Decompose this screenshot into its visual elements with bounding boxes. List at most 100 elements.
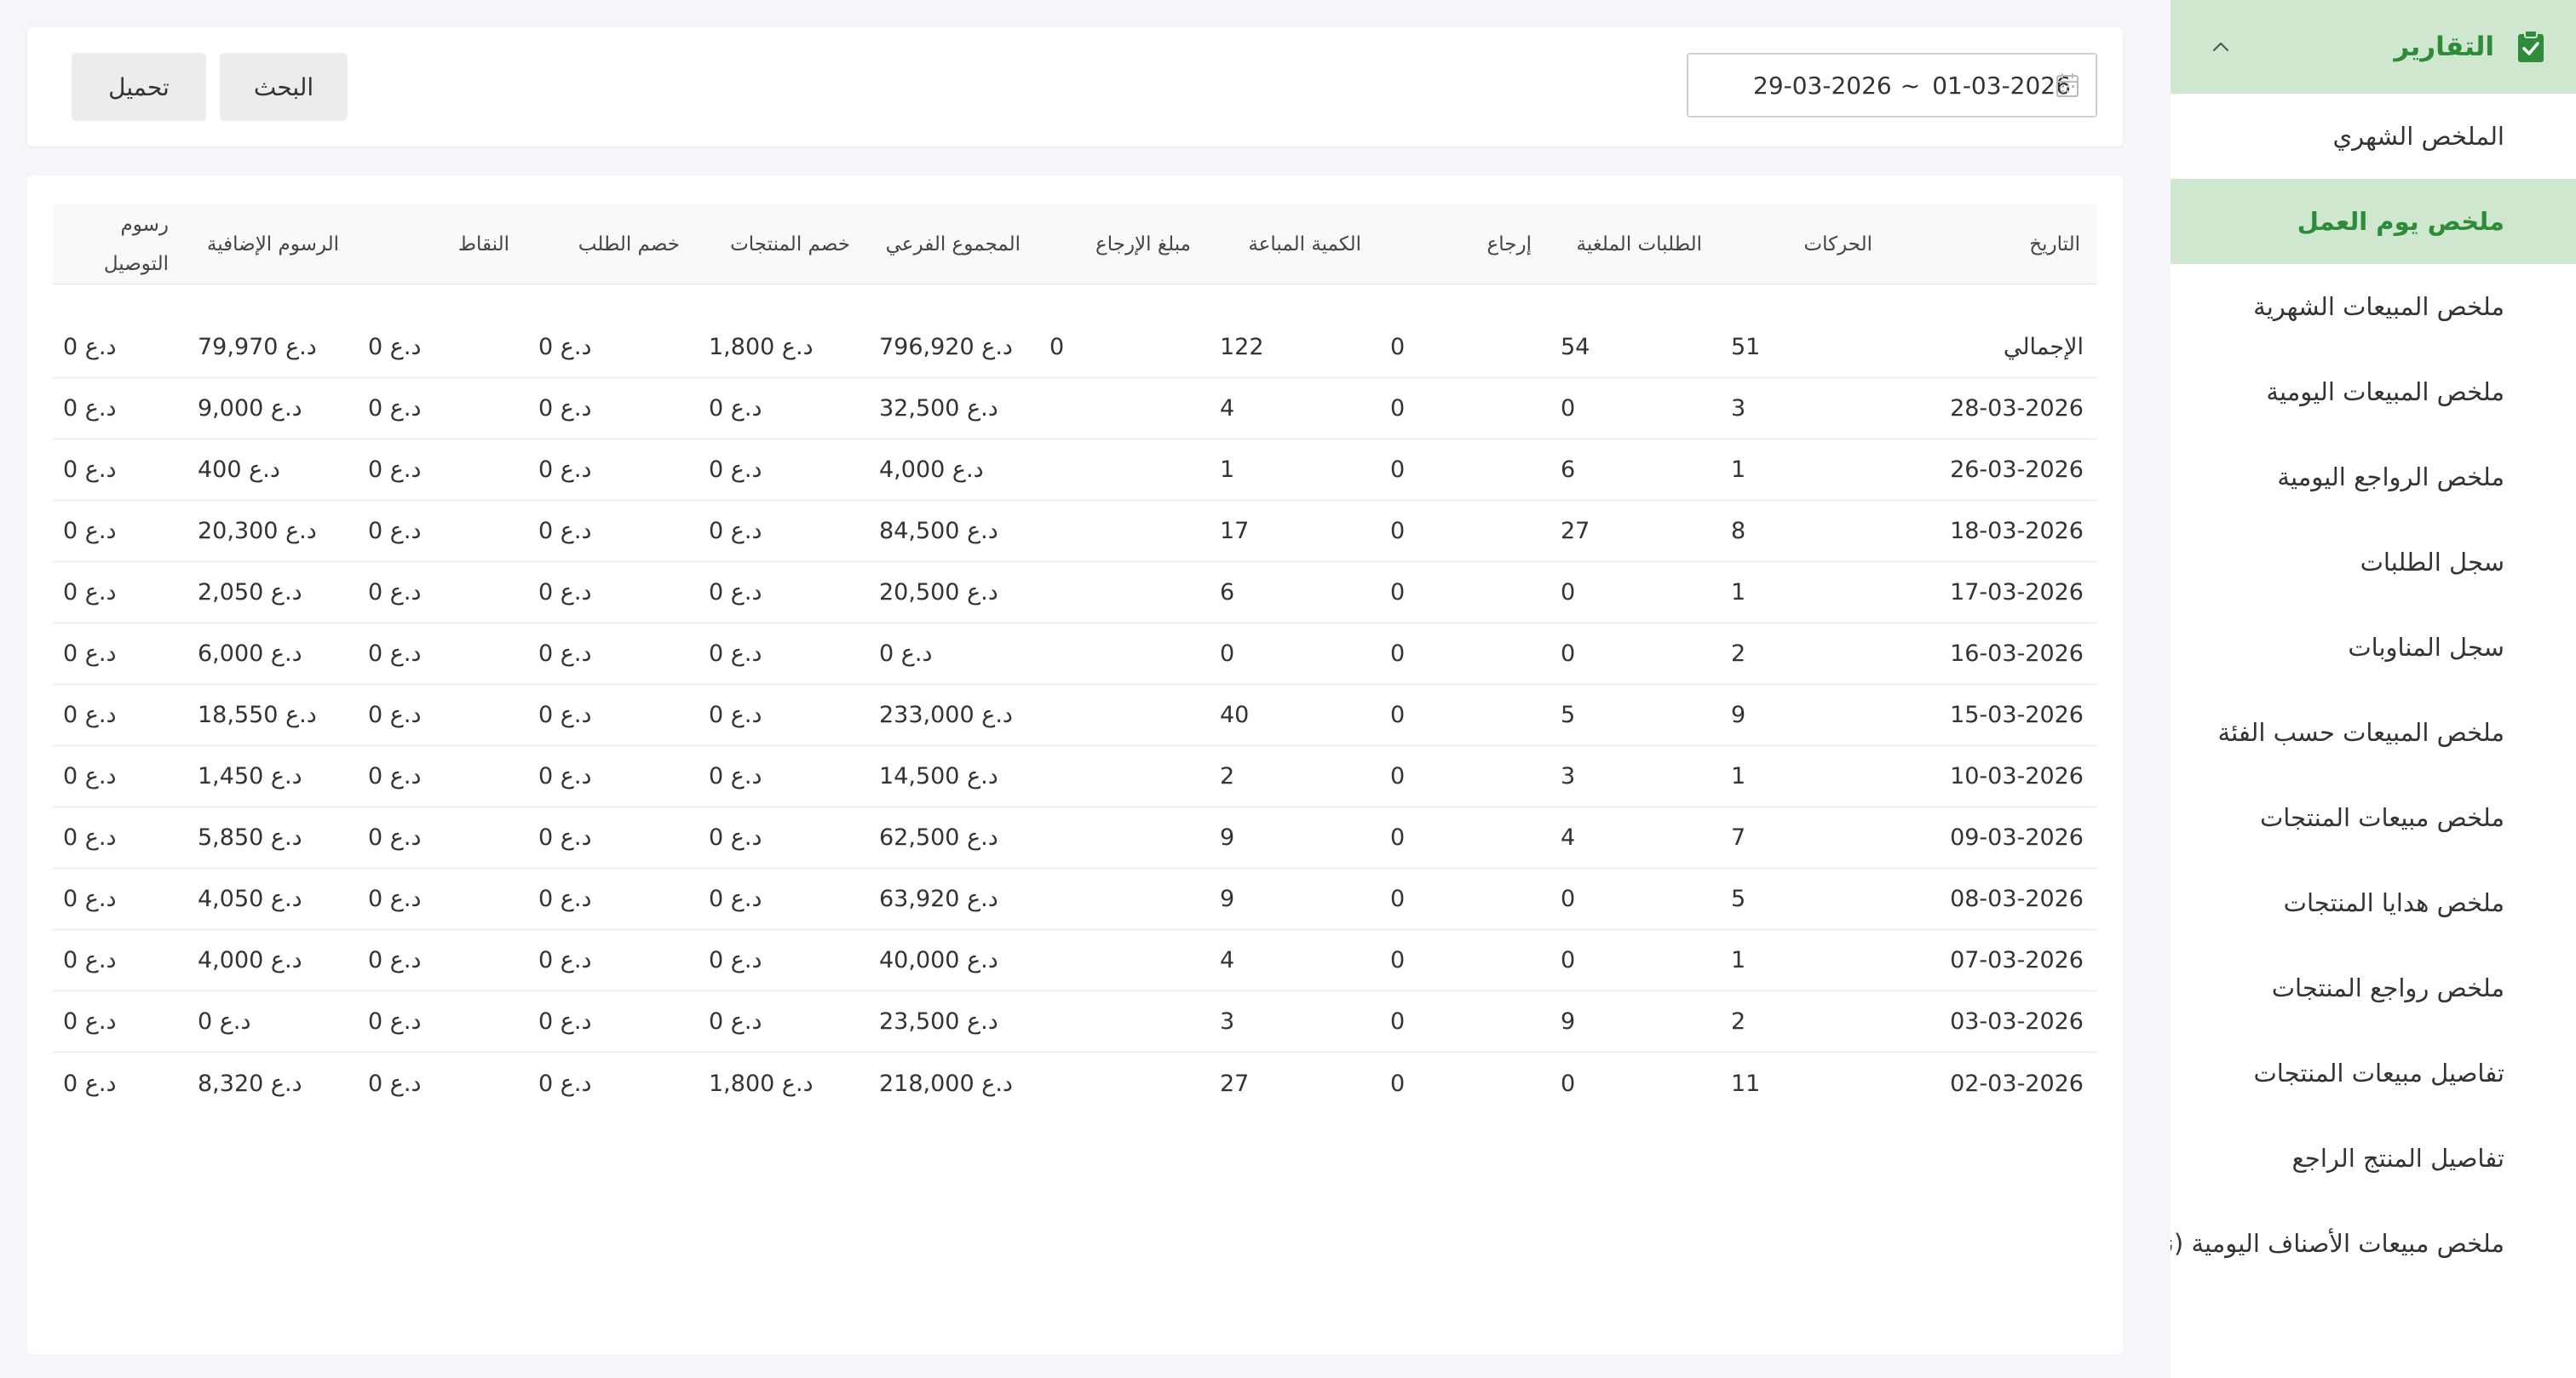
column-header[interactable]: خصم المنتجات — [730, 233, 850, 256]
cell-value: 0 — [1049, 334, 1065, 360]
table-cell: د.ع 218,000 — [869, 1053, 1039, 1114]
sidebar-group-reports[interactable]: التقارير — [2171, 0, 2576, 94]
sidebar-item[interactable]: الملخص الشهري — [2332, 122, 2504, 151]
table-cell: د.ع 63,920 — [869, 869, 1039, 929]
cell-value: د.ع 0 — [709, 702, 762, 728]
table-cell: د.ع 0 — [358, 991, 528, 1052]
table-cell: 2 — [1210, 746, 1380, 807]
table-cell: د.ع 796,920 — [869, 317, 1039, 377]
table-cell — [1039, 439, 1210, 500]
sidebar-item[interactable]: سجل الطلبات — [2360, 548, 2504, 577]
report-table-panel: التاريخ الحركات الطلبات الملغية إرجاع الكمية… — [27, 175, 2123, 1354]
cell-value: د.ع 0 — [368, 824, 422, 851]
table-cell: د.ع 84,500 — [869, 501, 1039, 561]
table-cell: د.ع 0 — [699, 685, 869, 745]
date-range-picker[interactable]: 29-03-2026 ~ 01-03-2026 — [1687, 53, 2097, 118]
sidebar-item[interactable]: ملخص المبيعات حسب الفئة — [2217, 718, 2504, 747]
column-header[interactable]: الرسوم الإضافية — [206, 233, 339, 256]
table-header: التاريخ الحركات الطلبات الملغية إرجاع الكمية… — [53, 204, 2097, 284]
cell-value: د.ع 8,320 — [198, 1070, 302, 1097]
column-header[interactable]: الكمية المباعة — [1248, 233, 1361, 256]
sidebar-item[interactable]: ملخص رواجع المنتجات — [2271, 973, 2504, 1002]
cell-value: 0 — [1390, 824, 1406, 851]
chevron-up-icon[interactable] — [2208, 34, 2234, 60]
cell-value: 26-03-2026 — [1950, 456, 2084, 483]
search-button[interactable]: البحث — [220, 53, 348, 121]
column-header[interactable]: إرجاع — [1486, 233, 1532, 256]
table-cell: 1 — [1721, 746, 1891, 807]
column-header[interactable]: خصم الطلب — [578, 233, 680, 256]
cell-value: د.ع 0 — [709, 579, 762, 606]
table-cell: 4 — [1210, 930, 1380, 990]
cell-value: د.ع 0 — [368, 702, 422, 728]
cell-value: 3 — [1220, 1008, 1235, 1035]
sidebar-item[interactable]: ملخص المبيعات اليومية — [2266, 377, 2504, 406]
sidebar-item[interactable]: ملخص مبيعات المنتجات — [2260, 803, 2504, 832]
cell-value: 1 — [1731, 456, 1746, 483]
column-header[interactable]: الحركات — [1803, 233, 1872, 256]
sidebar-item[interactable]: ملخص يوم العمل — [2171, 179, 2576, 264]
table-cell: 18-03-2026 — [1891, 501, 2097, 561]
table-cell: د.ع 0 — [53, 991, 187, 1052]
table-cell: د.ع 4,000 — [187, 930, 358, 990]
sidebar-item[interactable]: ملخص مبيعات الأصناف اليومية (ند — [2171, 1229, 2504, 1258]
download-button[interactable]: تحميل — [72, 53, 206, 121]
cell-value: د.ع 0 — [63, 824, 117, 851]
cell-value: د.ع 0 — [63, 947, 117, 973]
sidebar-item[interactable]: تفاصيل المنتج الراجع — [2291, 1144, 2504, 1173]
cell-value: 28-03-2026 — [1950, 395, 2084, 422]
sidebar-item[interactable]: تفاصيل مبيعات المنتجات — [2253, 1059, 2504, 1088]
sidebar-item[interactable]: سجل المناوبات — [2348, 633, 2504, 662]
table-cell: 1 — [1721, 562, 1891, 623]
table-cell: د.ع 0 — [528, 930, 699, 990]
cell-value: د.ع 0 — [63, 1008, 117, 1035]
cell-value: د.ع 0 — [538, 947, 592, 973]
table-cell: د.ع 2,050 — [187, 562, 358, 623]
table-cell: د.ع 0 — [53, 439, 187, 500]
table-cell: د.ع 0 — [699, 930, 869, 990]
cell-value: 54 — [1561, 334, 1590, 360]
sidebar-item[interactable]: ملخص المبيعات الشهرية — [2253, 292, 2504, 321]
table-cell: د.ع 0 — [528, 439, 699, 500]
column-header[interactable]: النقاط — [457, 233, 509, 256]
cell-value: د.ع 0 — [63, 702, 117, 728]
cell-value: 1 — [1731, 579, 1746, 606]
table-cell — [1039, 562, 1210, 623]
table-cell: د.ع 0 — [358, 317, 528, 377]
table-cell: د.ع 79,970 — [187, 317, 358, 377]
table-row: 18-03-2026 8 27 0 17 د.ع 84,500 د.ع 0 د.ع 0 د.ع … — [53, 501, 2097, 562]
table-cell: 16-03-2026 — [1891, 623, 2097, 684]
cell-value: 2 — [1731, 1008, 1746, 1035]
table-cell: 54 — [1550, 317, 1721, 377]
column-header[interactable]: مبلغ الإرجاع — [1095, 233, 1191, 256]
table-cell: 09-03-2026 — [1891, 807, 2097, 868]
table-cell: 9 — [1721, 685, 1891, 745]
column-header[interactable]: رسوم التوصيل — [103, 213, 169, 275]
sidebar-item[interactable]: ملخص الرواجع اليومية — [2277, 462, 2504, 491]
sidebar-item[interactable]: ملخص هدايا المنتجات — [2283, 888, 2504, 917]
cell-value: د.ع 0 — [538, 1008, 592, 1035]
cell-value: 6 — [1220, 579, 1235, 606]
table-cell — [1039, 807, 1210, 868]
table-cell: د.ع 0 — [528, 685, 699, 745]
cell-value: 08-03-2026 — [1950, 886, 2084, 912]
table-cell: 28-03-2026 — [1891, 378, 2097, 439]
cell-value: د.ع 0 — [368, 947, 422, 973]
cell-value: د.ع 32,500 — [879, 395, 998, 422]
column-header[interactable]: المجموع الفرعي — [885, 233, 1021, 256]
table-cell: 0 — [1380, 991, 1550, 1052]
cell-value: د.ع 0 — [63, 579, 117, 606]
cell-value: 5 — [1561, 702, 1576, 728]
table-row: 28-03-2026 3 0 0 4 د.ع 32,500 د.ع 0 د.ع 0 د.ع 0 د… — [53, 378, 2097, 439]
cell-value: 27 — [1561, 518, 1590, 544]
cell-value: 0 — [1390, 886, 1406, 912]
table-cell: 0 — [1550, 378, 1721, 439]
column-header[interactable]: التاريخ — [2029, 233, 2080, 256]
table-cell: د.ع 18,550 — [187, 685, 358, 745]
table-cell: د.ع 0 — [53, 869, 187, 929]
cell-value: 07-03-2026 — [1950, 947, 2084, 973]
cell-value: 0 — [1390, 1070, 1406, 1097]
table-row: 02-03-2026 11 0 0 27 د.ع 218,000 د.ع 1,800 د.ع … — [53, 1053, 2097, 1114]
cell-value: 3 — [1731, 395, 1746, 422]
column-header[interactable]: الطلبات الملغية — [1576, 233, 1702, 256]
